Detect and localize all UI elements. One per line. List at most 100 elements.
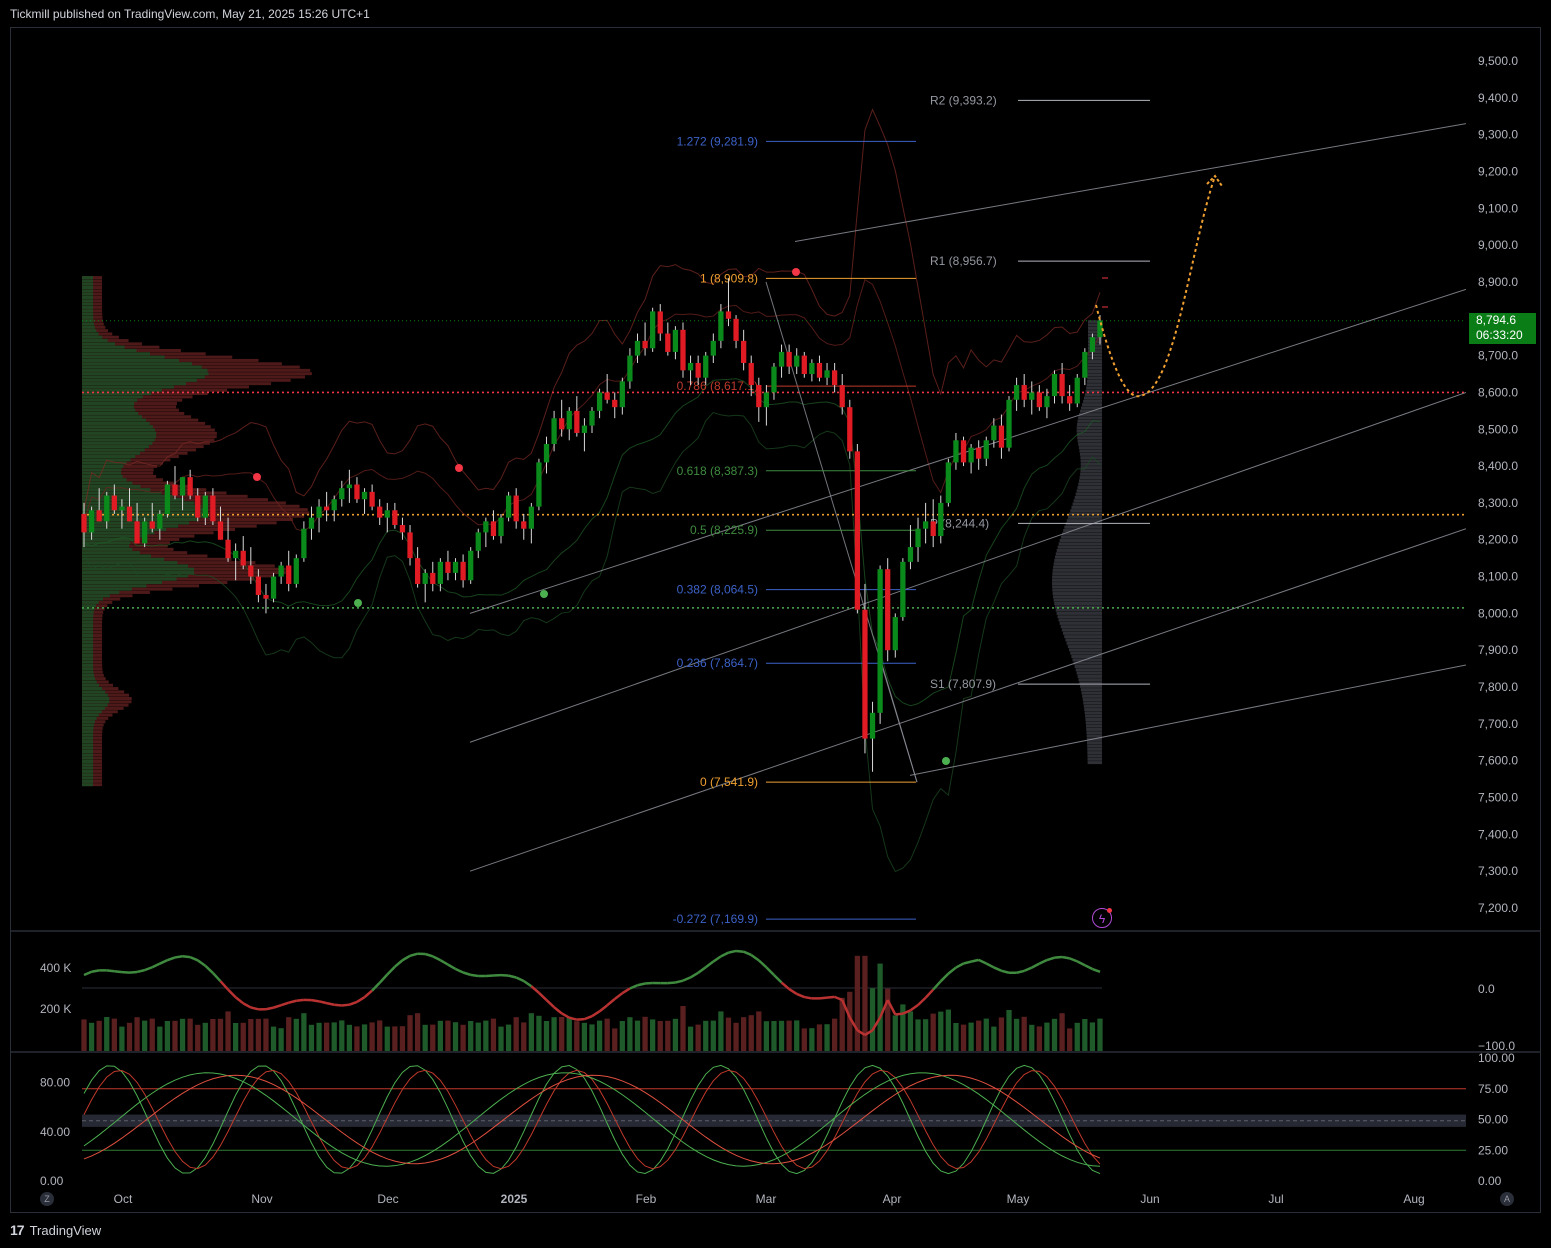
profile-bar: [1078, 482, 1102, 486]
profile-bar: [82, 617, 94, 621]
bar-countdown: 06:33:20: [1476, 328, 1523, 342]
volume-bar: [172, 1020, 178, 1051]
profile-bar: [1058, 542, 1102, 546]
profile-bar: [1074, 664, 1102, 668]
candle-body: [824, 370, 830, 378]
profile-bar: [1076, 426, 1102, 430]
profile-bar: [1082, 698, 1102, 702]
profile-bar: [82, 352, 151, 356]
volume-bar: [604, 1018, 610, 1051]
volume-osc-segment: [334, 1003, 342, 1007]
volume-osc-segment: [606, 998, 616, 1007]
lightning-icon[interactable]: ϟ: [1092, 908, 1112, 928]
candle-body: [604, 392, 610, 400]
profile-bar: [82, 693, 108, 697]
profile-bar: [1072, 658, 1102, 662]
candle-body: [437, 561, 443, 584]
profile-bar: [82, 431, 157, 435]
candle-body: [384, 510, 390, 518]
candle-body: [725, 311, 732, 319]
volume-osc-segment: [219, 980, 229, 991]
volume-bar: [703, 1020, 709, 1051]
volume-bar: [847, 991, 853, 1051]
profile-bar: [82, 759, 93, 763]
price-tick-label: 9,300.0: [1478, 128, 1518, 142]
candle-body: [839, 385, 845, 408]
volume-bar: [733, 1022, 739, 1051]
profile-bar: [1087, 751, 1102, 755]
candle-body: [960, 440, 967, 463]
signal-dot: [354, 599, 362, 607]
volume-osc-segment: [939, 972, 950, 983]
profile-bar: [82, 670, 94, 674]
candle-body: [1082, 351, 1088, 378]
profile-bar: [1054, 605, 1102, 609]
projection-arrowhead: [1206, 174, 1223, 187]
volume-bar: [505, 1024, 512, 1051]
profile-bar: [82, 289, 94, 293]
profile-bar: [82, 637, 94, 641]
profile-bar: [1079, 476, 1102, 480]
profile-bar: [1067, 645, 1102, 649]
auto-scale-button[interactable]: A: [1500, 1192, 1514, 1206]
volume-bar: [1082, 1019, 1088, 1051]
candle-body: [126, 506, 133, 522]
candle-body: [354, 484, 360, 500]
profile-bar: [82, 309, 94, 313]
candle-body: [316, 506, 322, 518]
profile-bar: [1087, 376, 1102, 380]
candle-body: [968, 447, 974, 463]
oscillator-right-tick: 50.00: [1478, 1113, 1508, 1127]
volume-bar: [589, 1024, 595, 1051]
volume-osc-segment: [826, 995, 835, 999]
profile-bar: [1057, 545, 1102, 549]
candle-body: [953, 440, 959, 463]
profile-bar: [1052, 592, 1102, 596]
profile-bar: [82, 276, 93, 280]
candle-body: [589, 410, 595, 426]
profile-bar: [82, 567, 195, 571]
profile-bar: [1072, 502, 1102, 506]
profile-bar: [82, 408, 136, 412]
candle-body: [733, 318, 739, 341]
volume-bar: [483, 1020, 489, 1051]
profile-bar: [82, 405, 134, 409]
candle-body: [976, 447, 982, 459]
profile-bar: [82, 325, 95, 329]
zoom-reset-button[interactable]: Z: [40, 1192, 54, 1206]
fast-d-line: [83, 1069, 1101, 1170]
volume-bar: [559, 1017, 565, 1051]
candle-body: [452, 561, 459, 573]
price-tick-label: 8,400.0: [1478, 459, 1518, 473]
volume-bar: [1089, 1022, 1096, 1051]
volume-bar: [657, 1021, 663, 1051]
candle-body: [900, 561, 906, 618]
profile-bar: [1087, 757, 1102, 761]
profile-bar: [1087, 356, 1102, 360]
profile-bar: [1086, 386, 1102, 390]
volume-bar: [786, 1020, 792, 1051]
profile-bar: [1058, 618, 1102, 622]
profile-bar: [82, 700, 110, 704]
candle-body: [1051, 374, 1058, 397]
candle-body: [741, 340, 747, 363]
profile-bar: [82, 753, 94, 757]
profile-bar: [1087, 366, 1102, 370]
candle-body: [665, 333, 671, 352]
profile-bar: [1052, 588, 1102, 592]
volume-osc-segment: [682, 976, 692, 982]
candle-body: [187, 477, 193, 496]
volume-bar: [938, 1011, 944, 1051]
volume-bar: [468, 1021, 474, 1051]
chart-frame: [10, 27, 1541, 1213]
profile-bar: [82, 445, 149, 449]
candle-body: [748, 362, 754, 386]
volume-right-tick: −100.0: [1478, 1039, 1515, 1053]
profile-bar: [82, 730, 94, 734]
profile-bar: [1071, 505, 1102, 509]
profile-bar: [82, 663, 94, 667]
profile-bar: [1080, 466, 1102, 470]
profile-bar: [82, 451, 141, 455]
profile-bar: [1075, 668, 1102, 672]
